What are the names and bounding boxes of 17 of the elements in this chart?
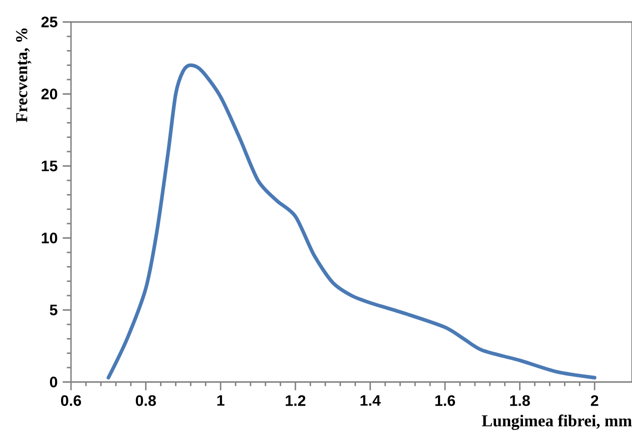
x-tick-label: 1.8 bbox=[510, 395, 530, 406]
y-tick-label: 25 bbox=[41, 16, 58, 28]
y-tick-label: 10 bbox=[42, 232, 58, 244]
x-tick-label: 0.8 bbox=[136, 395, 156, 406]
x-axis-title: Lungimea fibrei, mm bbox=[482, 414, 632, 430]
y-tick-label: 0 bbox=[50, 376, 58, 388]
x-tick-label: 2 bbox=[590, 395, 598, 406]
y-tick-label: 20 bbox=[41, 88, 58, 100]
x-tick-label: 0.6 bbox=[61, 395, 82, 406]
y-tick-label: 5 bbox=[50, 304, 58, 316]
line-series bbox=[106, 63, 596, 380]
y-axis-title: Frecvența, % bbox=[16, 28, 32, 122]
x-tick-label: 1.2 bbox=[286, 395, 306, 406]
x-tick-label: 1.4 bbox=[360, 395, 381, 406]
y-tick-label: 15 bbox=[42, 160, 58, 172]
x-tick-label: 1.6 bbox=[435, 395, 456, 406]
x-tick-label: 1 bbox=[217, 395, 224, 406]
